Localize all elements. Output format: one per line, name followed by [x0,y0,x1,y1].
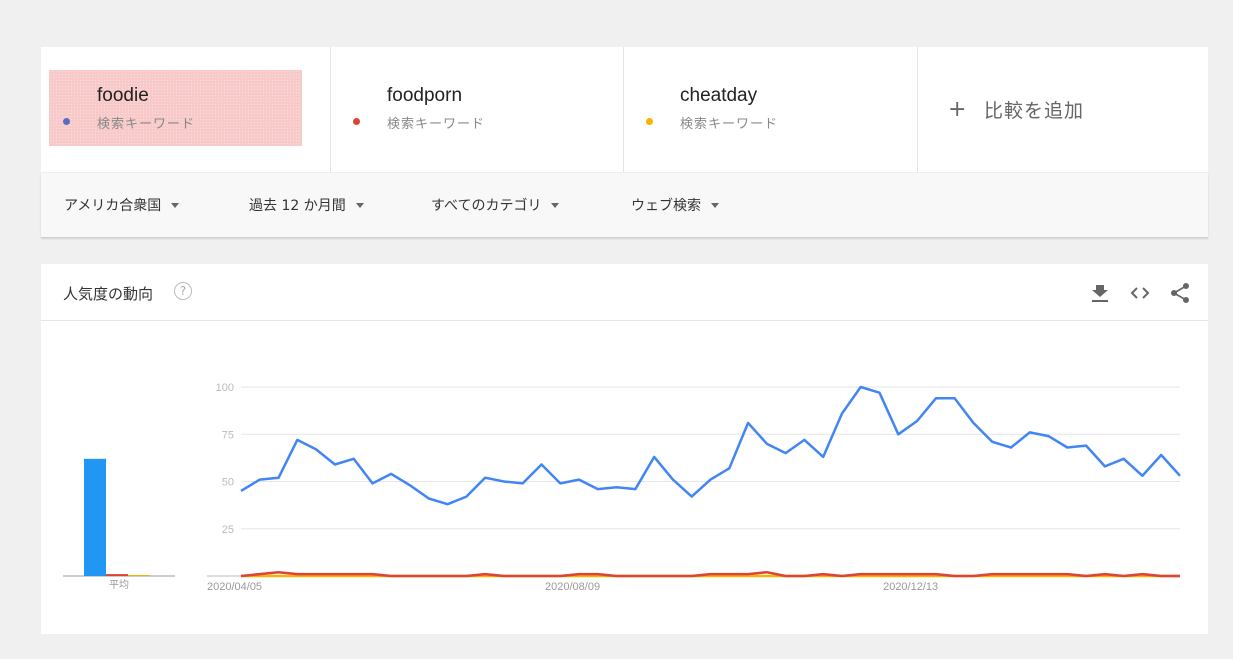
search-terms-panel: foodie 検索キーワード foodporn 検索キーワード cheatday… [41,47,1208,172]
average-bar [106,574,128,576]
help-icon[interactable]: ? [174,282,192,300]
term-highlight [49,70,302,146]
dropdown-caret-icon [711,202,719,208]
share-icon[interactable] [1169,282,1191,304]
term-cheatday[interactable]: cheatday 検索キーワード [624,47,918,172]
card-header: 人気度の動向 ? [41,264,1208,321]
term-color-dot [63,118,70,125]
grid-layer: 25 50 75 100 [207,382,1180,577]
series-line [240,385,1181,506]
series-lines [240,385,1181,578]
average-bar [128,575,150,576]
embed-icon[interactable] [1129,282,1151,304]
filter-search-type[interactable]: ウェブ検索 [631,195,719,215]
filter-region-label: アメリカ合衆国 [64,198,162,214]
term-type: 検索キーワード [387,117,486,132]
dropdown-caret-icon [171,202,180,208]
plus-icon: + [948,97,967,122]
x-axis-labels: 2020/04/05 2020/08/09 2020/12/13 [207,581,938,593]
average-label: 平均 [109,579,129,591]
term-type: 検索キーワード [97,117,196,132]
term-type: 検索キーワード [680,117,779,132]
filter-category[interactable]: すべてのカテゴリ [431,195,560,215]
term-name: foodie [97,85,149,106]
term-foodie[interactable]: foodie 検索キーワード [41,47,331,172]
term-name: cheatday [680,85,758,106]
filter-category-label: すべてのカテゴリ [431,198,542,214]
add-compare-label: 比較を追加 [984,100,1085,122]
interest-chart: 25 50 75 100 平均 2020/04/05 2020/08/09 2020/12… [63,382,1181,593]
add-compare-button[interactable]: + 比較を追加 [918,47,1208,172]
y-tick-label: 100 [216,382,234,394]
x-tick-label: 2020/12/13 [883,581,938,593]
term-color-dot [646,118,653,125]
y-tick-label: 25 [222,524,234,536]
series-line [240,570,1180,578]
y-tick-label: 75 [222,429,234,441]
interest-over-time-card: 人気度の動向 ? 25 50 75 100 平均 2020/04/05 2020/08/… [41,264,1208,634]
filters-bar: アメリカ合衆国 過去 12 か月間 すべてのカテゴリ ウェブ検索 [41,173,1208,238]
filter-time-range[interactable]: 過去 12 か月間 [249,195,364,215]
x-tick-label: 2020/08/09 [545,581,600,593]
average-bars: 平均 [63,458,175,591]
term-foodporn[interactable]: foodporn 検索キーワード [331,47,624,172]
term-name: foodporn [387,85,463,106]
filter-region[interactable]: アメリカ合衆国 [64,195,180,215]
y-tick-label: 50 [222,477,234,489]
filter-search-type-label: ウェブ検索 [631,198,701,214]
term-color-dot [353,118,360,125]
card-title: 人気度の動向 [63,285,154,303]
x-tick-label: 2020/04/05 [207,581,262,593]
average-bar [84,458,106,576]
download-icon[interactable] [1089,282,1111,304]
filter-time-label: 過去 12 か月間 [249,198,346,214]
dropdown-caret-icon [551,202,560,208]
dropdown-caret-icon [355,202,364,208]
